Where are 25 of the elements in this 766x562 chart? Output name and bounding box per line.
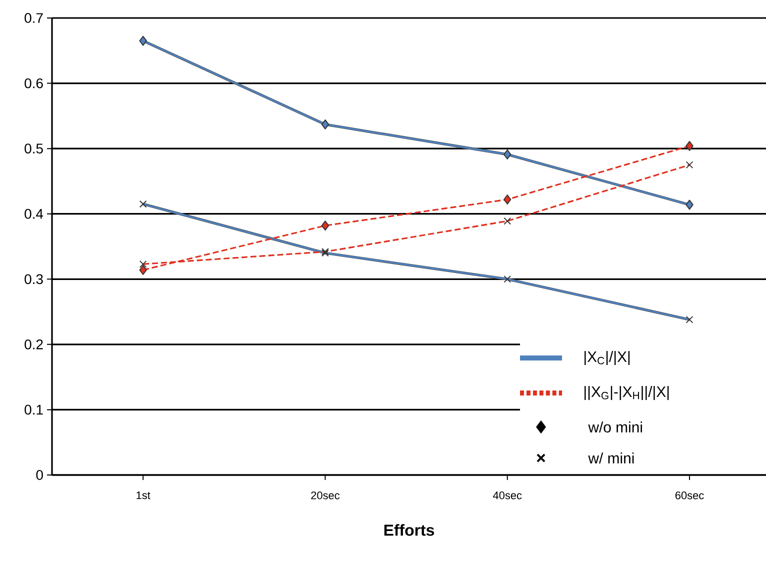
point (139, 36, 147, 46)
annotation: ||X$_{G}$|-|X$_{H}$||/|X| (584, 386, 669, 400)
x-tick-label: 1st (136, 492, 150, 500)
y-tick-label: 0.1 (24, 404, 43, 415)
point (139, 265, 147, 275)
y-tick-label: 0.6 (24, 78, 43, 88)
annotation: w/ mini (588, 452, 634, 464)
point (321, 220, 330, 231)
y-tick-label: 0.4 (24, 208, 44, 219)
point (503, 149, 512, 160)
point (686, 200, 694, 210)
x-tick-label: 20sec (311, 492, 340, 500)
y-tick-label: 0 (36, 470, 43, 480)
point (503, 194, 512, 204)
x-tick-label: 40sec (492, 492, 522, 500)
point (686, 140, 694, 151)
annotation: w/o mini (588, 422, 642, 432)
y-tick-label: 0.7 (24, 13, 43, 23)
y-tick-label: 0.2 (24, 339, 43, 350)
point (321, 119, 330, 130)
y-tick-label: 0.3 (24, 274, 43, 284)
x-tick-label: 60sec (675, 492, 704, 500)
annotation: |X$_{C}$|/|X| (584, 351, 630, 365)
x-axis-title: Efforts (384, 524, 434, 536)
y-tick-label: 0.5 (24, 144, 43, 154)
